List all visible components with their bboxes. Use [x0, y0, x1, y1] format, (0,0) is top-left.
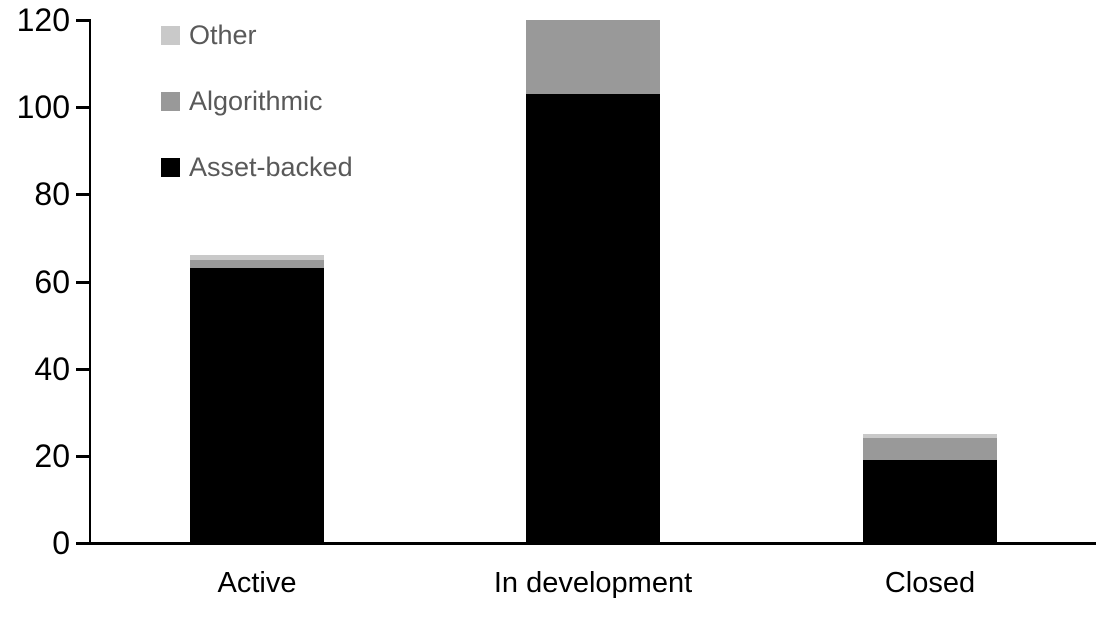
legend-swatch-icon: [161, 91, 180, 111]
y-tick-label: 40: [34, 350, 70, 387]
bar-segment-algorithmic: [863, 438, 997, 461]
category-label-closed: Closed: [884, 567, 976, 599]
bar-active: [190, 20, 324, 543]
legend-label: Asset-backed: [189, 152, 353, 182]
legend-label: Other: [189, 20, 257, 50]
y-tick-label: 20: [34, 437, 70, 474]
bar-segment-algorithmic: [190, 259, 324, 269]
y-tick-label: 0: [52, 525, 70, 561]
category-label-in-development: In development: [493, 567, 693, 599]
legend-item-algorithmic: Algorithmic: [161, 86, 323, 116]
bar-in-development: [526, 20, 660, 543]
y-tick-label: 100: [16, 89, 70, 126]
bar-segment-other: [190, 255, 324, 260]
y-axis-line: [89, 19, 91, 545]
legend-swatch-icon: [161, 157, 180, 177]
legend-swatch-icon: [161, 25, 180, 45]
bar-closed: [863, 20, 997, 543]
y-tick: [76, 280, 90, 284]
y-tick: [76, 106, 90, 110]
legend-label: Algorithmic: [189, 86, 323, 116]
bar-segment-algorithmic: [526, 20, 660, 95]
bar-segment-asset-backed: [526, 94, 660, 543]
bar-segment-other: [863, 434, 997, 439]
y-tick: [76, 367, 90, 371]
y-tick: [76, 193, 90, 197]
y-tick-label: 60: [34, 263, 70, 300]
y-tick: [76, 19, 90, 22]
legend-item-asset-backed: Asset-backed: [161, 152, 353, 182]
y-tick-label: 80: [34, 176, 70, 213]
category-label-active: Active: [217, 567, 297, 599]
x-axis-line: [89, 542, 1096, 545]
y-tick: [76, 454, 90, 458]
legend-item-other: Other: [161, 20, 257, 50]
y-tick-label: 120: [16, 2, 70, 38]
y-tick: [76, 542, 90, 545]
bar-segment-asset-backed: [863, 460, 997, 543]
bar-segment-asset-backed: [190, 268, 324, 543]
